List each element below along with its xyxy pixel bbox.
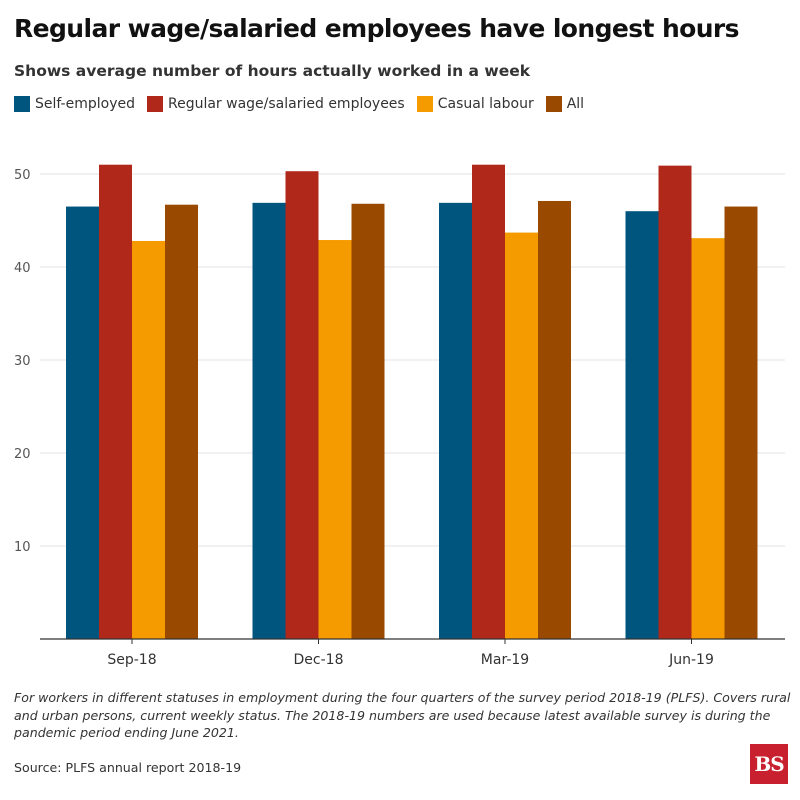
bar-mar-19-all <box>538 200 571 639</box>
bar-mar-19-self-employed <box>439 202 472 639</box>
x-tick-label-mar-19: Mar-19 <box>481 652 529 668</box>
y-tick-label-40: 40 <box>14 261 31 276</box>
x-tick-label-sep-18: Sep-18 <box>107 652 156 668</box>
legend-swatch-self-employed <box>14 96 30 112</box>
legend-swatch-regular-wage <box>146 96 163 112</box>
bar-sep-18-casual-labour <box>132 240 165 639</box>
y-tick-label-50: 50 <box>14 168 31 183</box>
publisher-logo: BS <box>750 744 788 784</box>
legend-label-all: All <box>566 96 585 112</box>
bar-dec-18-self-employed <box>252 202 286 639</box>
y-tick-label-30: 30 <box>14 354 31 369</box>
bar-sep-18-regular-wage-salaried-employees <box>99 164 132 639</box>
bar-chart: 10 20 30 40 50 Sep-18 Dec-18 Mar-19 Jun-19 <box>14 164 785 668</box>
chart-subtitle: Shows average number of hours actually w… <box>14 62 531 80</box>
bar-mar-19-regular-wage-salaried-employees <box>472 164 505 639</box>
bar-jun-19-self-employed <box>625 211 659 639</box>
legend-item-self-employed: Self-employed <box>14 96 135 112</box>
bar-jun-19-casual-labour <box>691 238 725 640</box>
bar-dec-18-all <box>351 203 385 639</box>
bar-jun-19-regular-wage-salaried-employees <box>658 165 692 639</box>
legend-swatch-all <box>545 96 562 112</box>
legend-label-regular-wage: Regular wage/salaried employees <box>167 96 405 112</box>
bar-dec-18-casual-labour <box>318 240 352 639</box>
legend-swatch-casual-labour <box>416 96 433 112</box>
footnote: For workers in different statuses in emp… <box>14 690 791 740</box>
y-tick-label-20: 20 <box>14 447 31 462</box>
legend-label-self-employed: Self-employed <box>35 96 135 112</box>
legend-item-all: All <box>545 96 585 112</box>
x-tick-label-jun-19: Jun-19 <box>668 652 714 668</box>
legend-item-regular-wage: Regular wage/salaried employees <box>146 96 405 112</box>
legend-item-casual-labour: Casual labour <box>416 96 534 112</box>
bar-mar-19-casual-labour <box>505 232 538 639</box>
bar-sep-18-self-employed <box>66 206 99 640</box>
y-tick-label-10: 10 <box>14 540 31 555</box>
chart-legend: Self-employed Regular wage/salaried empl… <box>14 96 596 112</box>
legend-label-casual-labour: Casual labour <box>437 96 534 112</box>
x-tick-label-dec-18: Dec-18 <box>294 652 344 668</box>
bar-sep-18-all <box>165 204 198 639</box>
chart-title: Regular wage/salaried employees have lon… <box>14 14 740 43</box>
source-note: Source: PLFS annual report 2018-19 <box>14 760 242 775</box>
bar-jun-19-all <box>724 206 758 640</box>
bar-dec-18-regular-wage-salaried-employees <box>285 171 319 639</box>
